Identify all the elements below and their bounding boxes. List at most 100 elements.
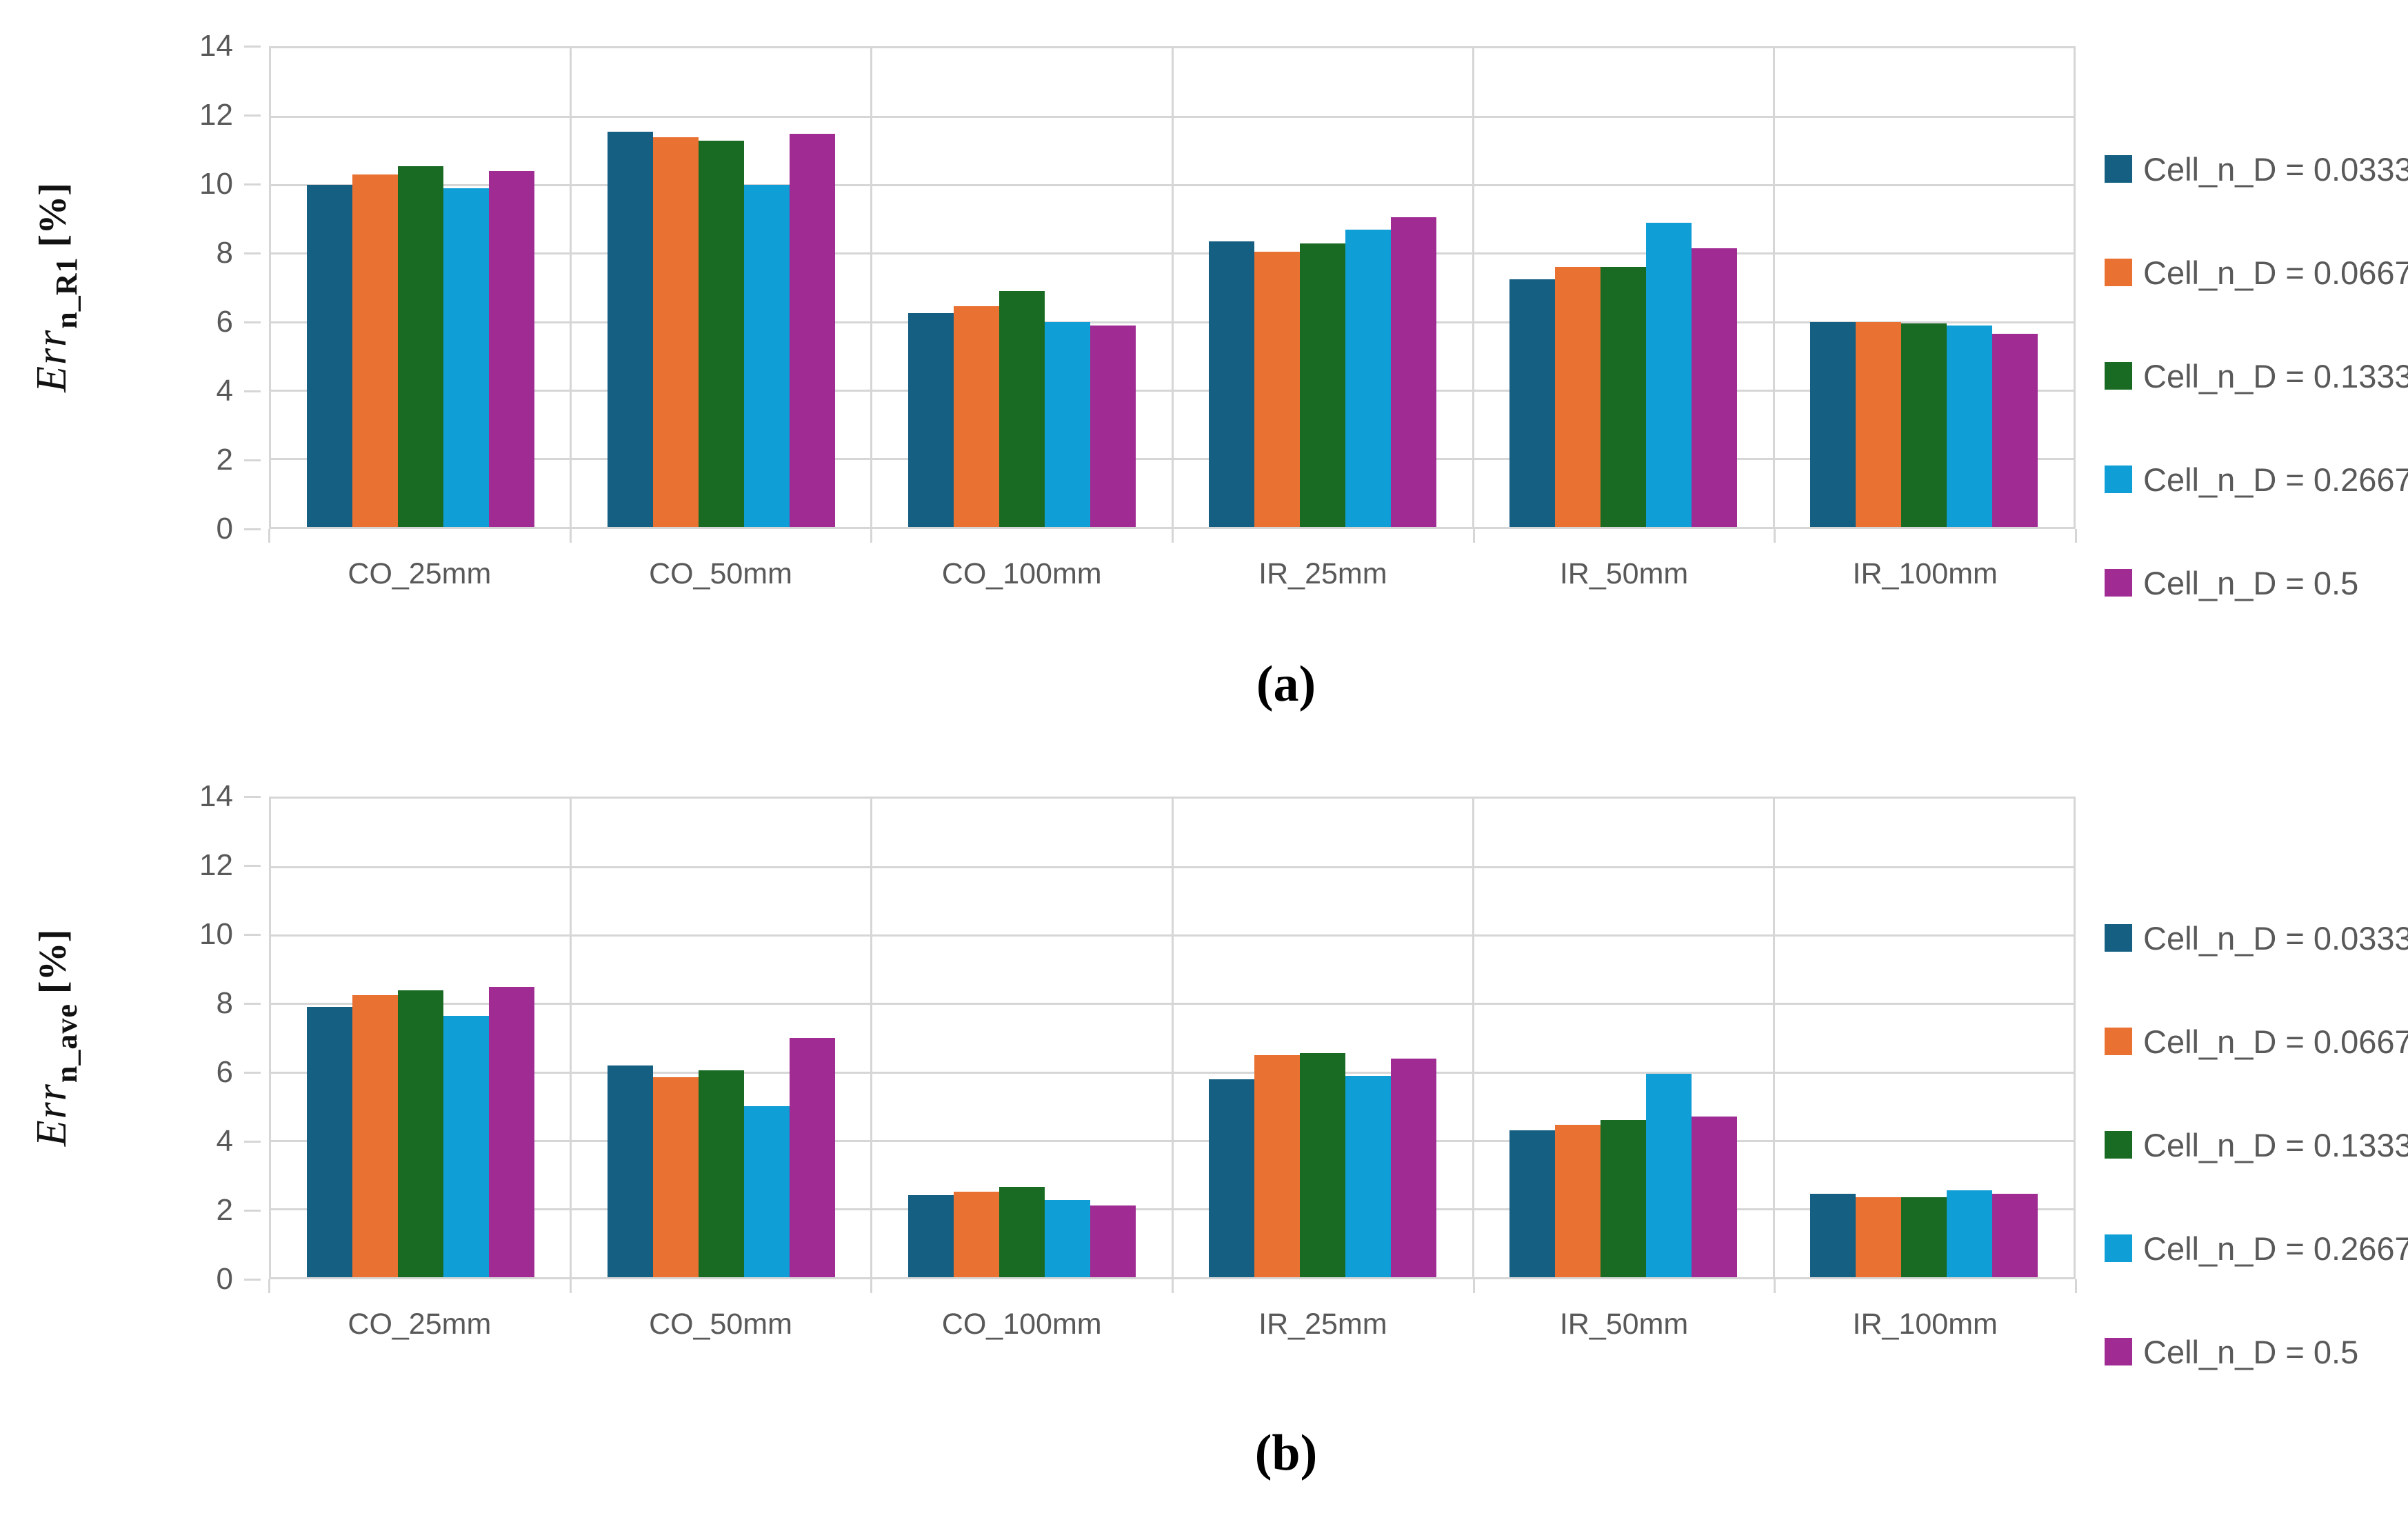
y-tick-label: 12 <box>199 98 261 132</box>
bar-CO_25mm-Cell_n_D=0.5 <box>488 986 534 1277</box>
bar-IR_100mm-Cell_n_D=0.2667 <box>1947 1190 1993 1277</box>
bar-IR_25mm-Cell_n_D=0.0333 <box>1209 241 1255 527</box>
legend-entry: Cell_n_D = 0.5 <box>2105 1332 2408 1371</box>
x-category-label: CO_50mm <box>649 557 792 590</box>
bar-IR_50mm-Cell_n_D=0.1333 <box>1601 1119 1647 1277</box>
bar-CO_100mm-Cell_n_D=0.0333 <box>907 313 954 527</box>
x-tick-mark <box>1472 1279 1475 1293</box>
x-tick-mark <box>1774 529 1776 543</box>
bar-CO_25mm-Cell_n_D=0.2667 <box>443 188 489 527</box>
x-tick-mark <box>1774 1279 1776 1293</box>
bar-CO_25mm-Cell_n_D=0.0667 <box>352 174 398 527</box>
bar-IR_25mm-Cell_n_D=0.5 <box>1391 217 1437 527</box>
legend-entry: Cell_n_D = 0.2667 <box>2105 1229 2408 1268</box>
x-category-label: CO_100mm <box>941 557 1102 590</box>
legend-label: Cell_n_D = 0.0667 <box>2143 1023 2408 1060</box>
legend-entry: Cell_n_D = 0.0667 <box>2105 253 2408 292</box>
x-category-label: CO_25mm <box>348 1308 492 1341</box>
bar-group-CO_25mm <box>271 799 572 1277</box>
y-tick-label: 2 <box>216 1193 262 1227</box>
y-tick-label: 4 <box>216 1124 262 1158</box>
y-tick-label: 0 <box>216 512 262 546</box>
legend-swatch-icon <box>2105 362 2132 390</box>
bar-CO_25mm-Cell_n_D=0.2667 <box>443 1015 489 1277</box>
bar-CO_25mm-Cell_n_D=0.1333 <box>397 166 443 527</box>
caption-b: (b) <box>1254 1425 1318 1481</box>
legend-label: Cell_n_D = 0.0333 <box>2143 919 2408 957</box>
x-category-label: CO_100mm <box>941 1308 1102 1341</box>
bar-IR_100mm-Cell_n_D=0.0333 <box>1810 321 1856 527</box>
bar-CO_50mm-Cell_n_D=0.0333 <box>607 1065 653 1277</box>
legend-swatch-icon <box>2105 155 2132 183</box>
bar-CO_50mm-Cell_n_D=0.5 <box>789 1038 835 1277</box>
bar-CO_25mm-Cell_n_D=0.1333 <box>397 990 443 1277</box>
x-tick-mark <box>870 529 873 543</box>
bar-IR_25mm-Cell_n_D=0.1333 <box>1300 243 1346 527</box>
bar-IR_100mm-Cell_n_D=0.0667 <box>1856 321 1902 527</box>
x-category-label: IR_50mm <box>1559 1308 1689 1341</box>
x-axis-labels: CO_25mm CO_50mm CO_100mm IR_25mm IR_50mm IR_1… <box>269 557 2076 591</box>
x-category-label: IR_50mm <box>1559 557 1689 590</box>
y-tick-label: 6 <box>216 305 262 339</box>
bar-groups <box>271 48 2074 527</box>
x-category-label: IR_100mm <box>1852 1308 1998 1341</box>
bar-IR_25mm-Cell_n_D=0.0333 <box>1209 1079 1255 1277</box>
bar-CO_50mm-Cell_n_D=0.0333 <box>607 132 653 527</box>
x-axis-labels: CO_25mm CO_50mm CO_100mm IR_25mm IR_50mm IR_1… <box>269 1308 2076 1341</box>
bar-IR_50mm-Cell_n_D=0.0333 <box>1509 279 1556 527</box>
legend-entry: Cell_n_D = 0.0333 <box>2105 919 2408 957</box>
y-tick-label: 12 <box>199 848 261 882</box>
x-category-label: IR_100mm <box>1852 557 1998 590</box>
x-axis-ticks <box>268 529 2077 543</box>
y-tick-label: 8 <box>216 986 262 1020</box>
bar-CO_50mm-Cell_n_D=0.1333 <box>698 1070 744 1277</box>
x-tick-mark <box>569 529 572 543</box>
legend-swatch-icon <box>2105 1234 2132 1262</box>
bar-IR_50mm-Cell_n_D=0.0667 <box>1555 1125 1601 1277</box>
bar-IR_25mm-Cell_n_D=0.0667 <box>1254 1054 1301 1277</box>
x-category-label: CO_50mm <box>649 1308 792 1341</box>
bar-CO_100mm-Cell_n_D=0.5 <box>1090 1205 1136 1277</box>
y-tick-label: 14 <box>199 779 261 813</box>
bar-group-CO_50mm <box>572 799 873 1277</box>
legend-swatch-icon <box>2105 1131 2132 1159</box>
y-tick-label: 10 <box>199 167 261 201</box>
bar-IR_25mm-Cell_n_D=0.5 <box>1391 1058 1437 1277</box>
bar-CO_50mm-Cell_n_D=0.0667 <box>652 137 699 527</box>
bar-IR_50mm-Cell_n_D=0.2667 <box>1646 222 1692 527</box>
y-tick-label: 6 <box>216 1055 262 1089</box>
x-tick-mark <box>2075 1279 2077 1293</box>
bar-group-CO_100mm <box>872 799 1174 1277</box>
x-tick-mark <box>870 1279 873 1293</box>
legend-swatch-icon <box>2105 1338 2132 1365</box>
x-category-label: IR_25mm <box>1258 557 1387 590</box>
legend-label: Cell_n_D = 0.1333 <box>2143 357 2408 394</box>
bar-IR_100mm-Cell_n_D=0.5 <box>1992 333 2038 527</box>
bar-CO_25mm-Cell_n_D=0.0333 <box>306 1007 352 1277</box>
legend-label: Cell_n_D = 0.1333 <box>2143 1126 2408 1163</box>
bar-IR_50mm-Cell_n_D=0.5 <box>1692 248 1738 527</box>
legend-entry: Cell_n_D = 0.0667 <box>2105 1022 2408 1061</box>
bar-IR_25mm-Cell_n_D=0.0667 <box>1254 251 1301 527</box>
legend-entry: Cell_n_D = 0.1333 <box>2105 1125 2408 1164</box>
legend: Cell_n_D = 0.0333 Cell_n_D = 0.0667 Cell_n… <box>2105 150 2408 602</box>
bar-IR_50mm-Cell_n_D=0.0667 <box>1555 267 1601 527</box>
caption-a: (a) <box>1256 656 1316 712</box>
bar-groups <box>271 799 2074 1277</box>
plot-area <box>269 46 2076 529</box>
bar-CO_100mm-Cell_n_D=0.0333 <box>907 1195 954 1277</box>
legend-swatch-icon <box>2105 259 2132 286</box>
x-category-label: IR_25mm <box>1258 1308 1387 1341</box>
bar-IR_100mm-Cell_n_D=0.0667 <box>1856 1197 1902 1277</box>
bar-group-IR_25mm <box>1174 799 1474 1277</box>
bar-group-IR_100mm <box>1775 48 2074 527</box>
bar-group-IR_50mm <box>1474 48 1775 527</box>
bar-CO_100mm-Cell_n_D=0.0667 <box>953 306 999 527</box>
x-tick-mark <box>1472 529 1475 543</box>
bar-IR_100mm-Cell_n_D=0.0333 <box>1810 1193 1856 1277</box>
legend-swatch-icon <box>2105 466 2132 493</box>
x-tick-mark <box>268 1279 270 1293</box>
x-axis-ticks <box>268 1279 2077 1293</box>
bar-IR_25mm-Cell_n_D=0.2667 <box>1345 1075 1392 1277</box>
legend-label: Cell_n_D = 0.5 <box>2143 564 2359 601</box>
